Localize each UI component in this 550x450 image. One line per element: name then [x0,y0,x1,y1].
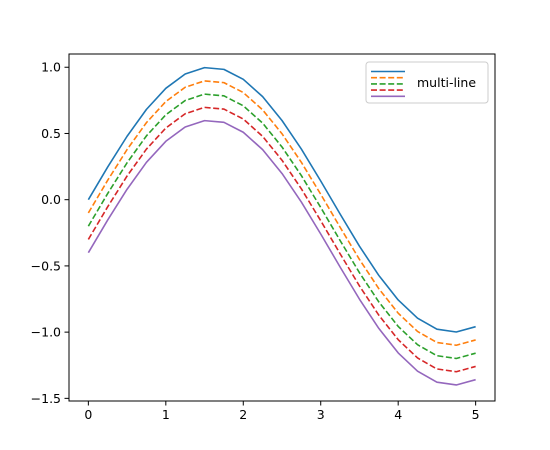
x-tick-label: 1 [162,407,170,422]
y-tick-label: 0.5 [41,126,61,141]
series-line-2 [87,80,476,347]
x-tick-label: 5 [472,407,480,422]
legend-label: multi-line [417,75,476,90]
series-layer [87,66,476,386]
plot-frame [68,53,496,402]
legend: multi-line [365,61,489,104]
x-tick-label: 0 [84,407,92,422]
x-tick-label: 3 [317,407,325,422]
series-line-3 [87,93,476,360]
x-tick-label: 2 [239,407,247,422]
series-line-5 [87,119,476,386]
y-tick-label: −1.0 [31,325,61,340]
y-tick-label: −0.5 [31,258,61,273]
series-line-1 [87,66,476,333]
x-tick-label: 4 [394,407,402,422]
legend-handles [371,70,405,98]
x-axis: 0 1 2 3 4 5 [84,401,480,422]
series-line-4 [87,106,476,373]
y-axis: 1.0 0.5 0.0 −0.5 −1.0 −1.5 [31,60,69,406]
y-tick-label: −1.5 [31,391,61,406]
y-tick-label: 0.0 [41,192,61,207]
y-tick-label: 1.0 [41,60,61,75]
